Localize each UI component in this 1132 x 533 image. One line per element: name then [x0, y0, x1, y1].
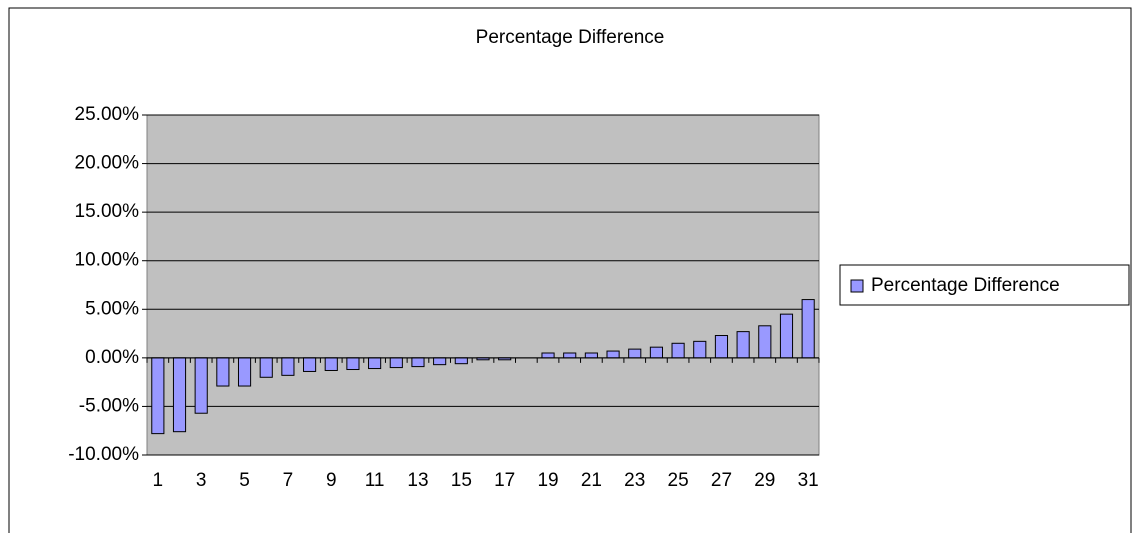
bar: [606, 350, 620, 359]
bar: [216, 357, 230, 387]
y-tick-label: 10.00%: [75, 250, 140, 271]
bar: [649, 346, 663, 359]
x-tick-label: 19: [537, 470, 558, 491]
y-tick-label: 15.00%: [75, 201, 140, 222]
bar: [194, 357, 208, 414]
bar: [389, 357, 403, 369]
legend-swatch: [850, 279, 864, 293]
x-tick-label: 27: [711, 470, 732, 491]
y-tick-label: 25.00%: [75, 104, 140, 125]
bar: [433, 357, 447, 366]
bar: [671, 342, 685, 359]
y-tick-label: 20.00%: [75, 153, 140, 174]
x-tick-label: 11: [365, 470, 385, 491]
bar: [411, 357, 425, 368]
bar: [758, 325, 772, 359]
bar: [172, 357, 187, 433]
bar: [324, 357, 338, 371]
x-tick-label: 23: [624, 470, 645, 491]
y-tick-label: -5.00%: [79, 395, 139, 416]
bar: [259, 357, 273, 378]
bar: [281, 357, 295, 376]
bar: [693, 340, 707, 359]
legend-label: Percentage Difference: [871, 275, 1060, 296]
chart-title: Percentage Difference: [476, 27, 665, 48]
bar: [584, 352, 598, 359]
y-tick-label: 0.00%: [85, 347, 139, 368]
y-tick-label: 5.00%: [85, 298, 139, 319]
legend-box: [839, 264, 1130, 306]
chart-border: [8, 7, 1132, 533]
x-tick-label: 29: [754, 470, 775, 491]
bar: [563, 352, 577, 359]
x-tick-label: 5: [239, 470, 250, 491]
plot-area: [146, 114, 820, 456]
bar: [736, 331, 750, 359]
x-tick-label: 1: [153, 470, 164, 491]
bar: [541, 352, 555, 359]
x-tick-label: 25: [668, 470, 689, 491]
bar: [368, 357, 382, 370]
bar: [346, 357, 360, 371]
x-tick-label: 17: [494, 470, 515, 491]
x-tick-label: 15: [451, 470, 472, 491]
bar: [303, 357, 317, 372]
x-tick-label: 31: [798, 470, 819, 491]
bar: [801, 299, 815, 359]
x-tick-label: 7: [283, 470, 294, 491]
x-tick-label: 13: [407, 470, 428, 491]
bar: [714, 335, 729, 359]
x-tick-label: 3: [196, 470, 207, 491]
bar: [237, 357, 252, 387]
x-tick-label: 21: [581, 470, 602, 491]
bar: [454, 357, 468, 365]
bar: [151, 357, 165, 435]
x-tick-label: 9: [326, 470, 337, 491]
bar: [779, 313, 794, 359]
bar: [628, 348, 642, 359]
y-tick-label: -10.00%: [68, 444, 139, 465]
